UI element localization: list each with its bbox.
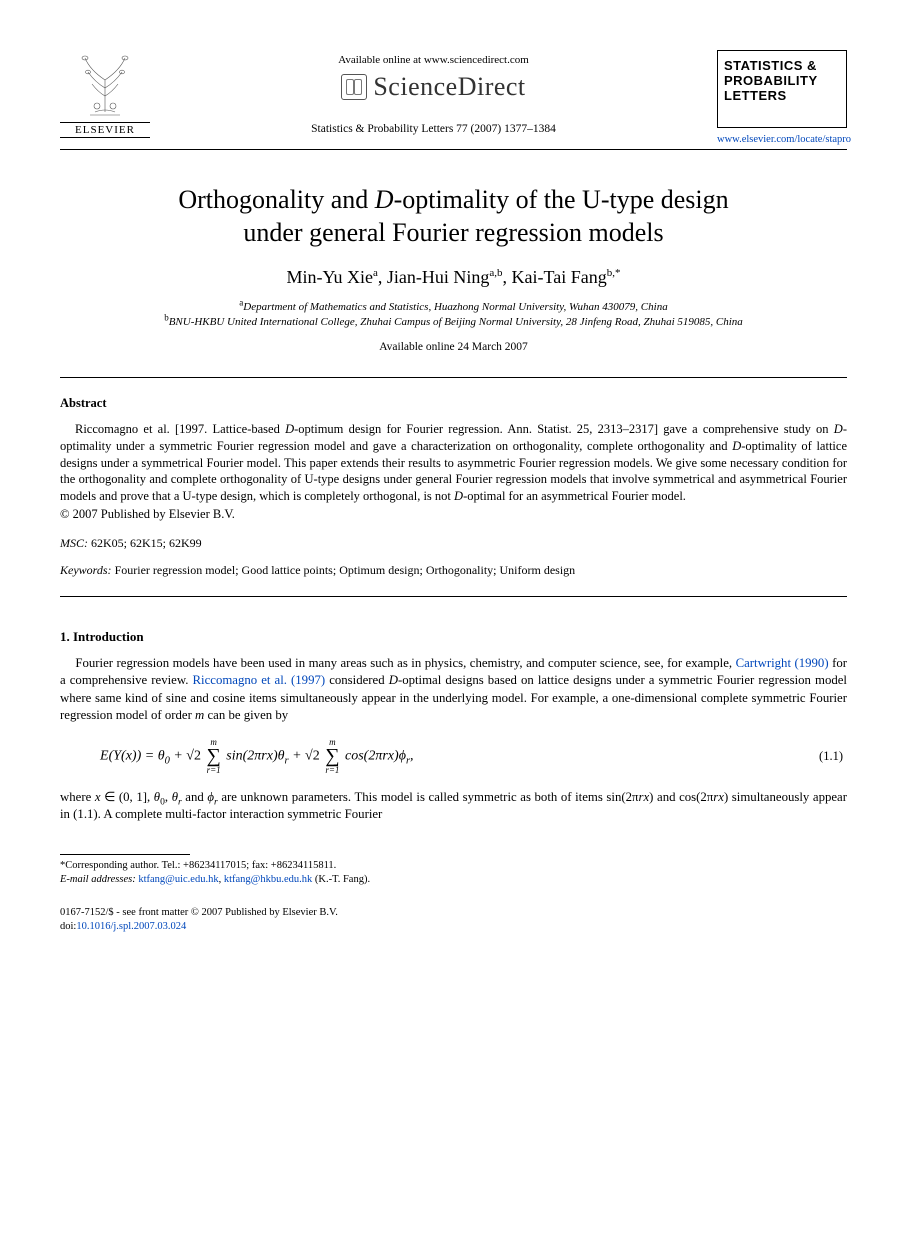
available-online-date: Available online 24 March 2007 [60,341,847,353]
journal-reference: Statistics & Probability Letters 77 (200… [150,123,717,135]
email-2[interactable]: ktfang@hkbu.edu.hk [224,874,312,885]
section-1-heading: 1. Introduction [60,629,847,645]
keywords: Keywords: Fourier regression model; Good… [60,563,847,578]
abstract-bottom-rule [60,596,847,597]
elsevier-tree-icon [70,50,140,120]
abstract-top-rule [60,377,847,378]
citation-cartwright[interactable]: Cartwright (1990) [736,656,829,670]
available-online-text: Available online at www.sciencedirect.co… [150,54,717,66]
msc-codes: 62K05; 62K15; 62K99 [88,536,202,550]
author-2: Jian-Hui Ning [387,267,490,287]
article-title: Orthogonality and D-optimality of the U-… [100,184,807,249]
affiliations: aDepartment of Mathematics and Statistic… [60,300,847,331]
sciencedirect-text: ScienceDirect [373,72,525,102]
journal-title-line2: PROBABILITY [724,74,840,89]
header: ELSEVIER Available online at www.science… [60,50,847,145]
abstract-body: Riccomagno et al. [1997. Lattice-based D… [60,421,847,505]
citation-riccomagno[interactable]: Riccomagno et al. (1997) [193,673,326,687]
post-equation-text: where x ∈ (0, 1], θ0, θr and ϕr are unkn… [60,789,847,824]
affiliation-a: Department of Mathematics and Statistics… [243,301,667,313]
sciencedirect-logo: ScienceDirect [341,72,525,102]
msc: MSC: 62K05; 62K15; 62K99 [60,536,847,551]
footnote-rule [60,854,190,855]
journal-title-box: STATISTICS & PROBABILITY LETTERS [717,50,847,128]
journal-title-line1: STATISTICS & [724,59,840,74]
email-label: E-mail addresses: [60,874,136,885]
msc-label: MSC: [60,536,88,550]
doi-line: doi:10.1016/j.spl.2007.03.024 [60,920,847,934]
intro-paragraph: Fourier regression models have been used… [60,655,847,724]
equation-body: E(Y(x)) = θ0 + √2 m∑r=1 sin(2πrx)θr + √2… [60,738,819,775]
footnotes: *Corresponding author. Tel.: +8623411701… [60,859,847,888]
keywords-text: Fourier regression model; Good lattice p… [112,563,576,577]
page: ELSEVIER Available online at www.science… [0,0,907,973]
author-3: Kai-Tai Fang [512,267,607,287]
email-line: E-mail addresses: ktfang@uic.edu.hk, ktf… [60,873,847,888]
corresponding-author: *Corresponding author. Tel.: +8623411701… [60,859,847,874]
copyright: © 2007 Published by Elsevier B.V. [60,507,847,522]
keywords-label: Keywords: [60,563,112,577]
header-center: Available online at www.sciencedirect.co… [150,50,717,135]
affiliation-b: BNU-HKBU United International College, Z… [169,316,743,328]
publisher-logo-block: ELSEVIER [60,50,150,138]
journal-title-line3: LETTERS [724,89,840,104]
authors: Min-Yu Xiea, Jian-Hui Ninga,b, Kai-Tai F… [60,267,847,288]
journal-url[interactable]: www.elsevier.com/locate/stapro [717,134,847,145]
abstract-heading: Abstract [60,396,847,411]
footer: 0167-7152/$ - see front matter © 2007 Pu… [60,906,847,933]
journal-box: STATISTICS & PROBABILITY LETTERS www.els… [717,50,847,145]
email-1[interactable]: ktfang@uic.edu.hk [138,874,218,885]
doi-link[interactable]: 10.1016/j.spl.2007.03.024 [76,921,186,932]
equation-number: (1.1) [819,749,847,764]
author-1: Min-Yu Xie [287,267,374,287]
header-rule [60,149,847,150]
front-matter: 0167-7152/$ - see front matter © 2007 Pu… [60,906,847,920]
sciencedirect-icon [341,74,367,100]
equation-1-1: E(Y(x)) = θ0 + √2 m∑r=1 sin(2πrx)θr + √2… [60,738,847,775]
elsevier-label: ELSEVIER [60,122,150,138]
